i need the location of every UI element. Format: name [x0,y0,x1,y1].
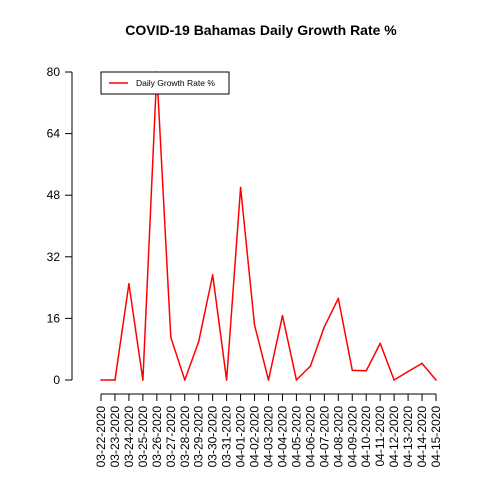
x-tick-label: 03-26-2020 [150,406,164,468]
data-point [128,282,130,285]
x-tick-label: 03-27-2020 [164,406,178,468]
data-point [239,186,242,189]
y-axis-ticks: 0 16 32 48 64 80 [47,65,72,387]
x-tick-label: 04-13-2020 [401,406,415,468]
x-axis-ticks: 03-22-2020 03-23-2020 03-24-2020 03-25-2020… [94,394,443,467]
y-tick-label: 32 [47,250,61,264]
x-tick-label: 04-12-2020 [387,406,401,468]
data-point [337,297,340,300]
x-tick-label: 04-01-2020 [234,406,248,468]
x-tick-label: 04-04-2020 [275,406,289,468]
data-point [267,379,270,381]
series-layer [100,71,437,381]
y-tick-label: 0 [53,373,60,387]
x-tick-label: 04-09-2020 [345,406,359,468]
x-tick-label: 03-31-2020 [220,406,234,468]
legend: Daily Growth Rate % [100,71,230,95]
x-tick-label: 03-30-2020 [206,406,220,468]
data-point [421,362,423,365]
series-line [101,71,437,381]
x-tick-label: 04-07-2020 [317,406,331,468]
x-tick-label: 03-29-2020 [192,406,206,468]
legend-box [100,71,230,95]
data-point [169,336,172,339]
x-tick-label: 03-23-2020 [108,406,122,468]
data-point [379,342,381,345]
data-point [309,365,312,367]
data-point [323,326,326,328]
x-tick-label: 04-10-2020 [359,406,373,468]
x-tick-label: 03-22-2020 [94,406,108,468]
x-tick-label: 04-15-2020 [429,406,443,468]
x-tick-label: 03-28-2020 [178,406,192,468]
x-tick-label: 04-05-2020 [289,406,303,468]
y-tick-label: 64 [47,127,61,141]
x-tick-label: 04-02-2020 [248,406,262,468]
data-point [100,379,102,381]
data-point [211,274,214,276]
legend-label: Daily Growth Rate % [136,78,215,88]
data-point [114,379,116,381]
x-tick-label: 04-11-2020 [373,406,387,467]
data-point [225,379,228,381]
x-tick-label: 04-14-2020 [415,406,429,468]
x-tick-label: 03-25-2020 [136,406,150,468]
chart-title: COVID-19 Bahamas Daily Growth Rate % [125,22,397,38]
data-point [407,370,409,373]
x-tick-label: 03-24-2020 [122,406,136,468]
data-point [393,379,395,381]
x-tick-label: 04-06-2020 [303,406,317,468]
y-tick-label: 16 [47,311,61,325]
data-point [351,369,354,372]
data-point [435,379,437,381]
x-tick-label: 04-08-2020 [331,406,345,468]
data-point [197,340,200,343]
data-point [295,379,298,381]
data-point [183,379,186,381]
data-point [142,379,144,381]
y-tick-label: 80 [47,65,61,79]
y-tick-label: 48 [47,188,61,202]
data-point [365,369,368,372]
x-tick-label: 04-03-2020 [262,406,276,468]
data-point [253,324,256,326]
data-point [281,314,284,317]
